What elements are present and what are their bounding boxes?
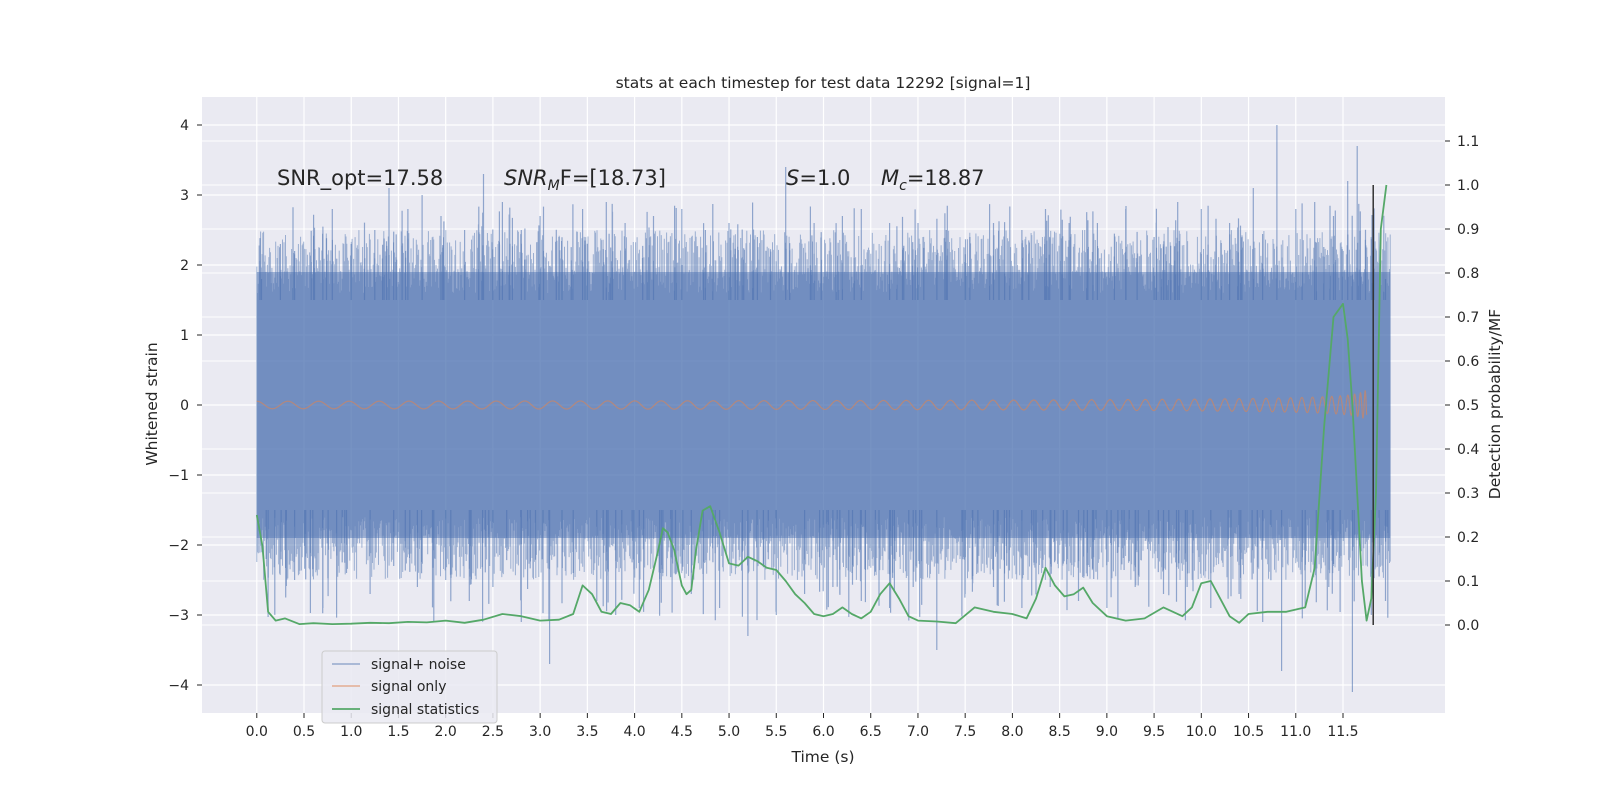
y2-axis-ticks: 1.1 1.0 0.9 0.8 0.7 0.6 0.5 0.4 0.3 0.2 0.1 0.0 [1445,134,1479,634]
y2-tick-label: 0.8 [1457,266,1479,282]
annotation-s-symbol: S [786,166,799,190]
annotation-mc: Mc=18.87 [881,166,985,194]
x-tick-label: 4.5 [671,724,693,740]
annotation-s: S=1.0 [786,166,850,190]
y2-axis-label: Detection probability/MF [1486,309,1504,500]
y2-tick-label: 0.7 [1457,310,1479,326]
y-axis-label: Whitened strain [143,342,161,465]
annotation-snr-mf-value: F=[18.73] [560,166,666,190]
annotation-mc-symbol: M [881,166,899,190]
x-tick-label: 9.5 [1143,724,1165,740]
y-tick-label: 0 [180,398,189,414]
legend-box [321,650,498,724]
signal-only-series [256,390,1368,419]
annotation-snr-mf: SNRMF=[18.73] [504,166,666,194]
x-axis-ticks: 0.0 0.5 1.0 1.5 2.0 2.5 3.0 3.5 4.0 4.5 5.0 5.5 6.0 6… [246,713,1359,740]
x-tick-label: 6.0 [812,724,834,740]
x-tick-label: 7.0 [907,724,929,740]
y2-tick-label: 0.3 [1457,486,1479,502]
annotation-snr-mf-subscript: M [548,178,560,194]
y2-tick-label: 0.4 [1457,442,1479,458]
y-tick-label: −2 [168,538,189,554]
y-tick-label: −1 [168,468,189,484]
legend-label-signal-only: signal only [371,679,446,695]
y2-tick-label: 1.1 [1457,134,1479,150]
y2-tick-label: 0.1 [1457,574,1479,590]
legend-label-signal-statistics: signal statistics [371,702,479,718]
x-tick-label: 8.0 [1001,724,1023,740]
annotation-mc-value: =18.87 [907,166,985,190]
y-tick-label: −3 [168,608,189,624]
chirp-line [256,390,1368,419]
y2-tick-label: 0.9 [1457,222,1479,238]
signal-statistics-series [255,184,1388,625]
annotation-s-value: =1.0 [799,166,850,190]
y2-tick-label: 1.0 [1457,178,1479,194]
y-tick-label: −4 [168,678,189,694]
x-tick-label: 4.0 [623,724,645,740]
x-axis-label: Time (s) [790,748,854,766]
y2-tick-label: 0.2 [1457,530,1479,546]
x-tick-label: 6.5 [860,724,882,740]
x-tick-label: 3.5 [576,724,598,740]
x-tick-label: 0.0 [246,724,268,740]
x-tick-label: 10.0 [1186,724,1217,740]
x-tick-label: 5.5 [765,724,787,740]
legend: signal+ noise signal only signal statist… [321,650,498,724]
y2-tick-label: 0.5 [1457,398,1479,414]
stats-line [255,184,1388,625]
noise-spikes [259,125,1389,692]
y-tick-label: 1 [180,328,189,344]
x-tick-label: 1.5 [387,724,409,740]
x-tick-label: 11.5 [1327,724,1358,740]
legend-label-signal-noise: signal+ noise [371,657,466,673]
x-tick-label: 9.0 [1096,724,1118,740]
x-tick-label: 1.0 [340,724,362,740]
x-tick-label: 11.0 [1280,724,1311,740]
annotations: SNR_opt=17.58 SNRMF=[18.73] S=1.0 Mc=18.… [277,166,985,194]
chart-title: stats at each timestep for test data 122… [616,74,1031,92]
x-tick-label: 8.5 [1048,724,1070,740]
y2-tick-label: 0.0 [1457,618,1479,634]
x-tick-label: 2.0 [435,724,457,740]
x-tick-label: 7.5 [954,724,976,740]
x-tick-label: 5.0 [718,724,740,740]
x-tick-label: 2.5 [482,724,504,740]
y-axis-ticks: 4 3 2 1 0 −1 −2 −3 −4 [168,118,202,694]
annotation-mc-subscript: c [899,178,907,194]
x-tick-label: 3.0 [529,724,551,740]
y-tick-label: 4 [180,118,189,134]
annotation-snr-mf-symbol: SNR [504,166,548,190]
x-tick-label: 0.5 [293,724,315,740]
annotation-snr-opt: SNR_opt=17.58 [277,166,443,191]
x-tick-label: 10.5 [1233,724,1264,740]
y-tick-label: 3 [180,188,189,204]
y2-tick-label: 0.6 [1457,354,1479,370]
y-tick-label: 2 [180,258,189,274]
